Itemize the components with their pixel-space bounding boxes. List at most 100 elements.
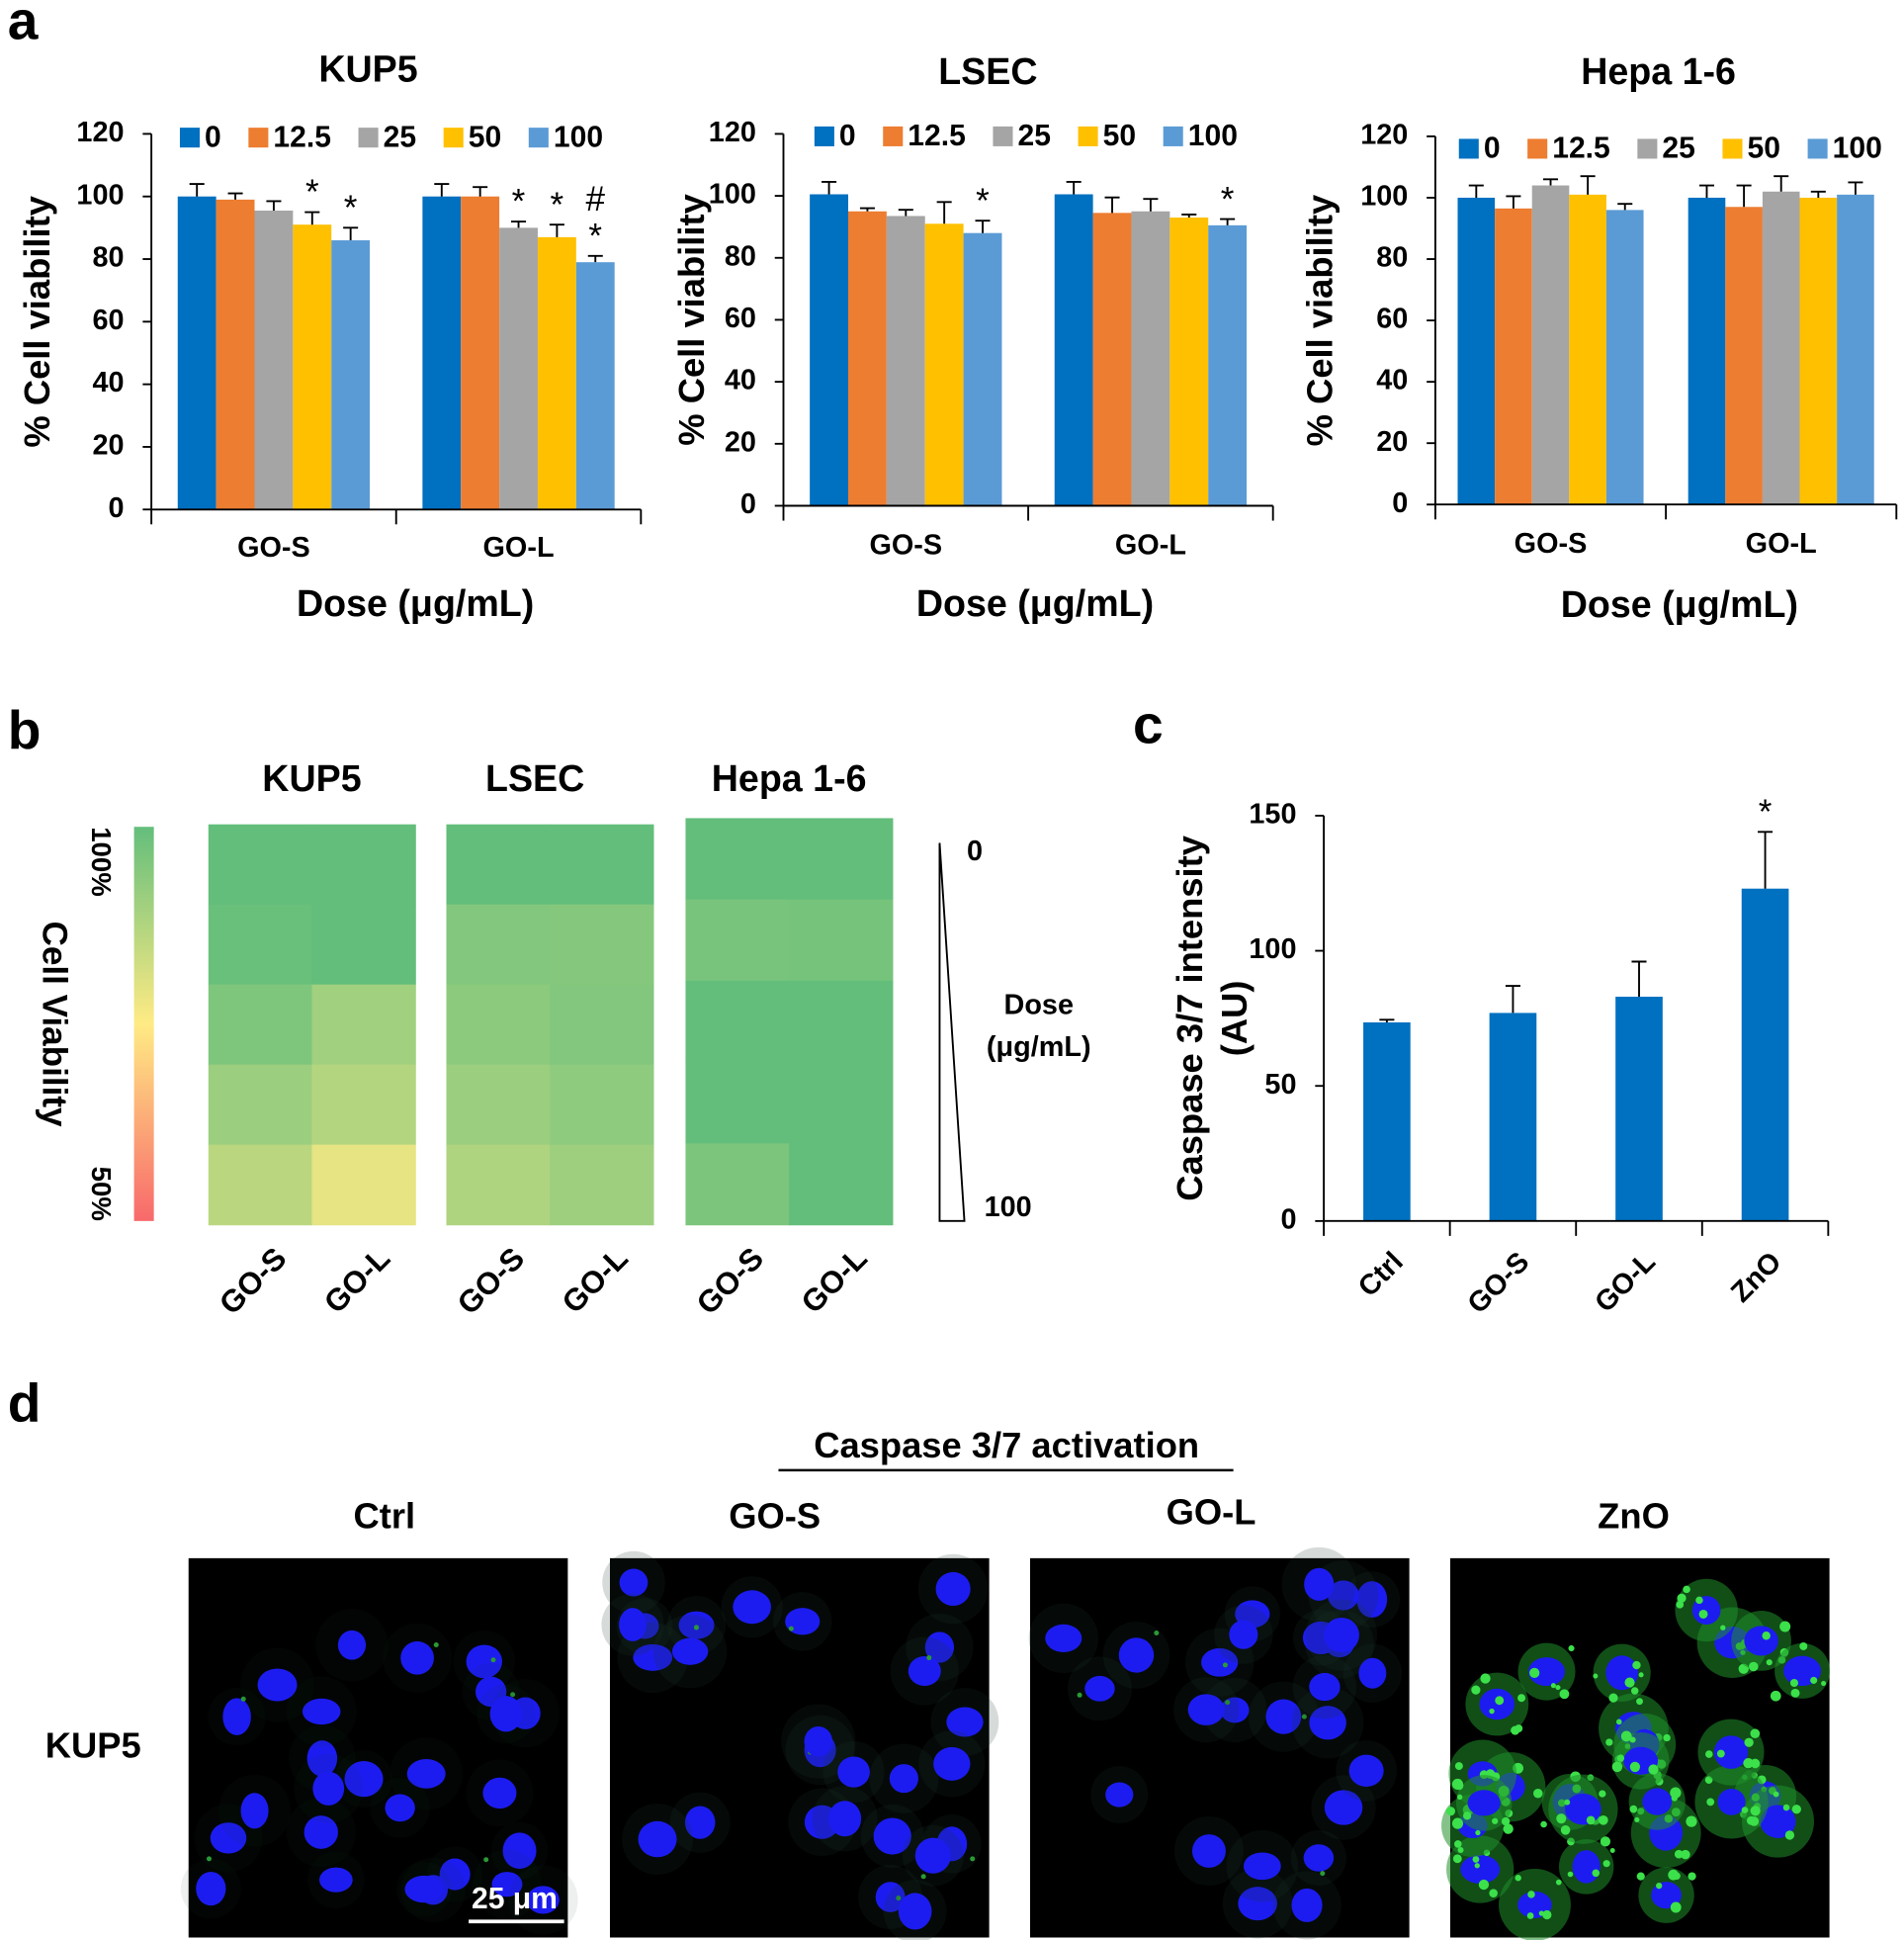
nucleus <box>319 1867 353 1893</box>
bar <box>1092 213 1132 506</box>
error-bar <box>1104 196 1120 214</box>
y-tick-label: 40 <box>725 365 756 397</box>
y-tick-label: 40 <box>1376 365 1408 397</box>
green-puncta <box>1670 1901 1682 1913</box>
green-puncta <box>510 1692 516 1698</box>
bar <box>422 196 462 510</box>
nucleus <box>1356 1581 1388 1618</box>
bar <box>293 224 332 510</box>
nucleus <box>489 1696 523 1732</box>
legend-swatch <box>1722 138 1743 159</box>
nucleus <box>1467 1790 1501 1816</box>
error-bar <box>1468 184 1484 198</box>
nucleus <box>1229 1620 1258 1649</box>
green-puncta <box>926 1655 932 1661</box>
green-puncta <box>1586 1815 1596 1825</box>
dose-label: (μg/mL) <box>987 1031 1091 1063</box>
nucleus <box>1118 1637 1155 1673</box>
heatmap-cell <box>550 904 654 986</box>
error-bar <box>1066 181 1082 195</box>
nucleus <box>827 1801 862 1837</box>
nucleus <box>400 1640 434 1675</box>
green-puncta <box>1611 1761 1623 1773</box>
green-puncta <box>1320 1871 1326 1877</box>
error-bar <box>1143 198 1159 212</box>
error-bar <box>975 220 991 233</box>
green-puncta <box>1564 1799 1571 1806</box>
heatmap-cell <box>685 818 790 901</box>
bar <box>537 236 576 510</box>
legend-swatch <box>179 128 201 148</box>
nucleus <box>785 1608 821 1635</box>
green-puncta <box>1648 1764 1659 1775</box>
nucleus <box>1265 1699 1302 1734</box>
green-puncta <box>1616 1754 1625 1762</box>
green-puncta <box>1636 1872 1645 1881</box>
column-label: GO-S <box>729 1495 821 1536</box>
significance-mark: * <box>1221 180 1235 219</box>
nucleus <box>1527 1657 1566 1687</box>
heatmap-cell <box>789 818 894 901</box>
y-tick-label: 60 <box>1376 304 1408 335</box>
error-bar <box>511 220 527 228</box>
green-puncta <box>433 1641 439 1647</box>
green-puncta <box>1599 1815 1608 1825</box>
y-tick-label: 50 <box>1264 1069 1296 1101</box>
green-puncta <box>788 1626 794 1631</box>
green-puncta <box>1503 1823 1514 1834</box>
error-bar <box>1698 184 1715 198</box>
error-bar <box>189 183 205 197</box>
legend-swatch <box>528 128 549 148</box>
bar <box>575 262 615 510</box>
legend-swatch <box>1637 138 1658 159</box>
y-tick-label: 80 <box>1376 242 1408 274</box>
green-puncta <box>1688 1872 1696 1881</box>
panel-label: c <box>1133 694 1164 755</box>
y-axis-label: Caspase 3/7 intensity <box>1169 835 1210 1200</box>
nucleus <box>1309 1706 1346 1740</box>
significance-mark: # <box>585 180 605 219</box>
x-tick-label: GO-S <box>869 529 942 561</box>
green-puncta <box>1451 1817 1464 1829</box>
nucleus <box>1713 1735 1749 1769</box>
chart-title: LSEC <box>938 50 1037 92</box>
group-title: Hepa 1-6 <box>712 757 867 799</box>
nucleus <box>873 1817 911 1855</box>
green-puncta <box>693 1625 699 1631</box>
error-bar <box>859 207 875 212</box>
nucleus <box>1760 1805 1796 1838</box>
nucleus <box>1358 1657 1387 1689</box>
legend-label: 50 <box>1103 120 1136 152</box>
y-tick-label: 20 <box>92 430 124 462</box>
heatmap-cell <box>685 899 790 982</box>
nucleus <box>303 1815 338 1849</box>
green-puncta <box>1638 1672 1644 1678</box>
green-puncta <box>1593 1673 1599 1679</box>
nucleus <box>439 1858 471 1891</box>
green-puncta <box>1568 1644 1575 1652</box>
green-puncta <box>206 1856 212 1862</box>
green-puncta <box>1681 1849 1690 1860</box>
green-puncta <box>1526 1912 1534 1919</box>
nucleus <box>733 1590 771 1625</box>
group-title: KUP5 <box>262 757 361 799</box>
bar <box>1363 1021 1411 1221</box>
nucleus <box>257 1668 298 1702</box>
micrographs <box>180 1546 1831 1940</box>
significance-mark: * <box>976 182 990 220</box>
y-tick-label: 100 <box>1249 933 1296 965</box>
bar <box>1489 1013 1537 1221</box>
green-puncta <box>483 1857 489 1863</box>
y-tick-label: 0 <box>1392 487 1408 519</box>
green-puncta <box>1540 1820 1547 1828</box>
chart-title: Hepa 1-6 <box>1581 50 1736 92</box>
green-puncta <box>1301 1714 1307 1720</box>
y-tick-label: 0 <box>108 492 124 524</box>
x-tick-label: GO-L <box>1746 528 1817 560</box>
heatmap-cell <box>550 824 654 906</box>
x-tick-label: Ctrl <box>1352 1246 1410 1303</box>
dose-label: Dose <box>1004 990 1075 1021</box>
legend-label: 100 <box>1833 132 1882 165</box>
nucleus <box>306 1740 338 1777</box>
heatmap-cell <box>446 824 551 906</box>
